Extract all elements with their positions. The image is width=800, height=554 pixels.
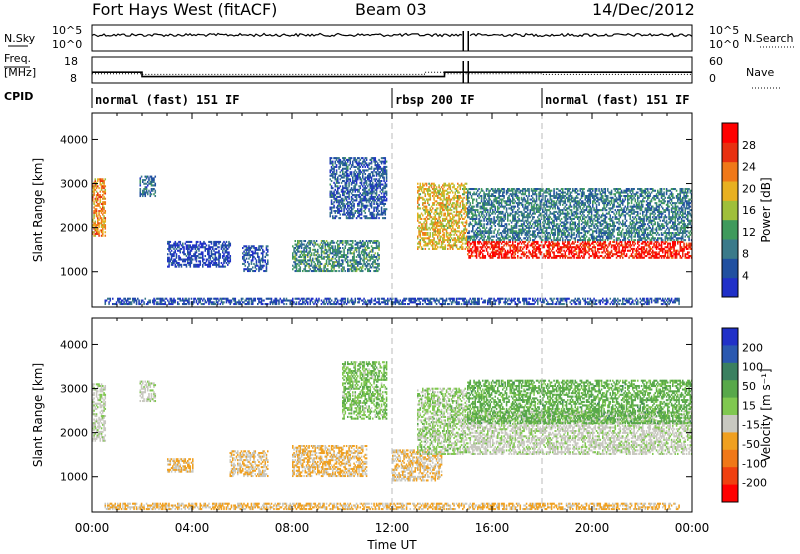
- velocity-colorbar-cell-6: [722, 432, 738, 450]
- cpid-label: CPID: [4, 90, 33, 103]
- power-colorbar-cell-6: [722, 162, 738, 182]
- noise-left-tick-top: 10^5: [52, 24, 82, 37]
- velocity-colorbar-tick-4: -15: [742, 419, 760, 432]
- velocity-colorbar-cell-7: [722, 450, 738, 468]
- velocity-colorbar-cell-2: [722, 363, 738, 381]
- noise-right-tick-bottom: 10^0: [709, 38, 739, 51]
- power-colorbar-cell-2: [722, 239, 738, 259]
- velocity-colorbar-cell-1: [722, 345, 738, 363]
- time-tick-5: 20:00: [575, 521, 610, 535]
- rti-plot: N.Sky10^510^010^510^0 N.SearchFreq.[MHz]1…: [0, 0, 800, 554]
- velocity-colorbar-tick-7: -200: [742, 477, 767, 490]
- power-colorbar-tick-12: 12: [742, 226, 756, 239]
- cpid-segment-2: normal (fast) 151 IF: [545, 93, 690, 107]
- velocity-ylabel: Slant Range [km]: [31, 363, 45, 467]
- power-colorbar-tick-16: 16: [742, 204, 756, 217]
- velocity-colorbar-cell-5: [722, 415, 738, 433]
- noise-panel-frame: [92, 25, 692, 51]
- velocity-ytick-3000: 3000: [60, 383, 88, 396]
- freq-unit-label: [MHz]: [4, 66, 36, 79]
- power-colorbar-cell-7: [722, 142, 738, 162]
- power-colorbar-cell-5: [722, 181, 738, 201]
- power-ytick-3000: 3000: [60, 178, 88, 191]
- power-ytick-4000: 4000: [60, 133, 88, 146]
- velocity-colorbar-cell-8: [722, 467, 738, 485]
- velocity-colorbar-cell-9: [722, 485, 738, 503]
- power-ylabel: Slant Range [km]: [31, 158, 45, 262]
- power-colorbar-tick-20: 20: [742, 182, 756, 195]
- noise-left-label: N.Sky: [4, 32, 36, 45]
- time-tick-3: 12:00: [375, 521, 410, 535]
- power-colorbar-tick-28: 28: [742, 139, 756, 152]
- power-colorbar-cell-0: [722, 278, 738, 298]
- power-colorbar-tick-4: 4: [742, 269, 749, 282]
- power-colorbar-cell-1: [722, 258, 738, 278]
- power-ytick-2000: 2000: [60, 222, 88, 235]
- power-colorbar-cell-3: [722, 220, 738, 240]
- noise-right-tick-top: 10^5: [709, 24, 739, 37]
- power-colorbar-cell-4: [722, 200, 738, 220]
- nave-label: Nave: [746, 66, 774, 79]
- cpid-segment-0: normal (fast) 151 IF: [95, 93, 240, 107]
- cpid-segment-1: rbsp 200 IF: [395, 93, 474, 107]
- velocity-colorbar-cell-0: [722, 328, 738, 346]
- velocity-ytick-4000: 4000: [60, 338, 88, 351]
- velocity-colorbar-tick-2: 50: [742, 380, 756, 393]
- velocity-ytick-1000: 1000: [60, 471, 88, 484]
- freq-panel-frame: [92, 57, 692, 83]
- time-axis-label: Time UT: [366, 538, 417, 552]
- velocity-colorbar-cell-3: [722, 380, 738, 398]
- freq-label: Freq.: [4, 52, 31, 65]
- power-colorbar-cell-8: [722, 123, 738, 143]
- velocity-colorbar-cell-4: [722, 398, 738, 416]
- freq-tick-top: 18: [64, 55, 78, 68]
- nave-tick-top: 60: [709, 55, 723, 68]
- time-tick-2: 08:00: [275, 521, 310, 535]
- power-colorbar-tick-8: 8: [742, 248, 749, 261]
- velocity-colorbar-tick-3: 15: [742, 399, 756, 412]
- power-colorbar-label: Power [dB]: [759, 177, 773, 242]
- velocity-ytick-2000: 2000: [60, 427, 88, 440]
- time-tick-1: 04:00: [175, 521, 210, 535]
- nave-tick-bottom: 0: [709, 72, 716, 85]
- velocity-colorbar-tick-5: -50: [742, 438, 760, 451]
- noise-left-tick-bottom: 10^0: [52, 38, 82, 51]
- power-colorbar-tick-24: 24: [742, 161, 756, 174]
- time-tick-0: 00:00: [75, 521, 110, 535]
- time-tick-6: 00:00: [675, 521, 710, 535]
- velocity-colorbar-tick-0: 200: [742, 341, 763, 354]
- time-tick-4: 16:00: [475, 521, 510, 535]
- freq-tick-bottom: 8: [70, 72, 77, 85]
- noise-right-label: N.Search: [744, 32, 794, 45]
- velocity-colorbar-label: Velocity [m s⁻¹]: [759, 368, 773, 461]
- power-ytick-1000: 1000: [60, 266, 88, 279]
- noise-sky-series: [92, 34, 692, 37]
